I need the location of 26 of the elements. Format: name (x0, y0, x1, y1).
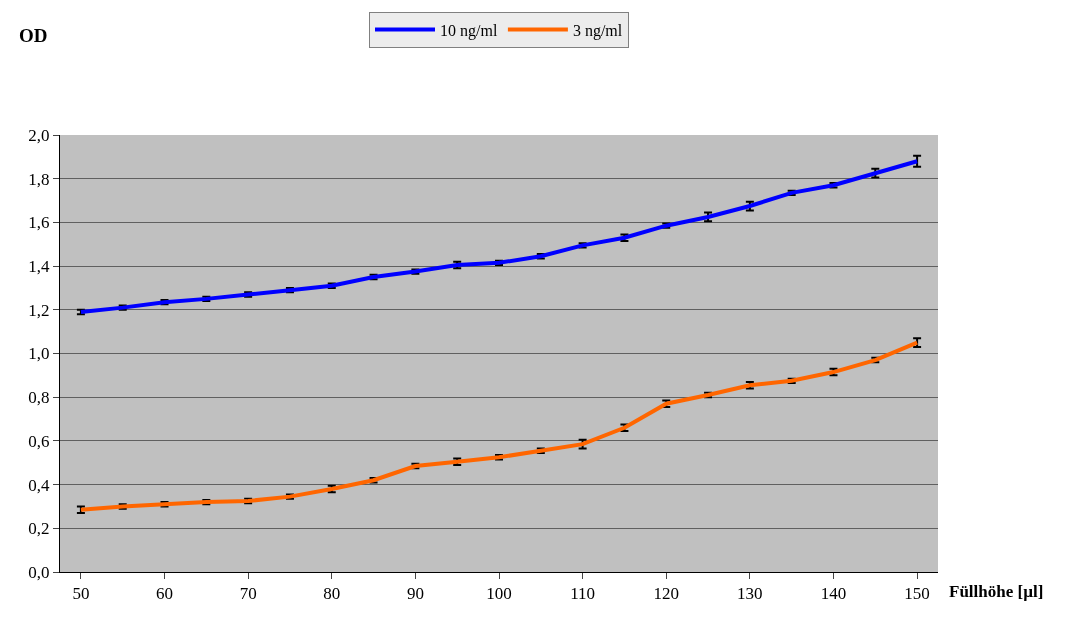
x-tick-label: 150 (904, 584, 930, 604)
x-tick-label: 70 (239, 584, 257, 604)
x-tick-label: 60 (156, 584, 174, 604)
x-tick-label: 130 (737, 584, 763, 604)
x-tick-label: 80 (323, 584, 341, 604)
y-tick-label: 0,8 (28, 388, 50, 408)
x-tick-label: 50 (72, 584, 90, 604)
y-tick-label: 1,2 (28, 300, 50, 320)
y-tick-label: 0,6 (28, 431, 50, 451)
y-tick-label: 0,4 (28, 475, 51, 495)
y-tick-label: 1,8 (28, 169, 50, 189)
x-tick-label: 100 (486, 584, 512, 604)
y-tick-label: 2,0 (28, 125, 50, 145)
x-tick-label: 120 (653, 584, 679, 604)
legend-label: 10 ng/ml (440, 21, 498, 40)
x-tick-label: 90 (406, 584, 424, 604)
y-axis-title: OD (19, 25, 48, 46)
x-tick-label: 110 (570, 584, 596, 604)
x-tick-label: 140 (820, 584, 847, 604)
legend-label: 3 ng/ml (572, 21, 623, 40)
y-tick-label: 1,0 (28, 344, 50, 364)
x-axis-title: Füllhöhe [µl] (949, 582, 1044, 601)
y-tick-label: 0,0 (28, 562, 50, 582)
y-tick-label: 0,2 (28, 519, 50, 539)
y-tick-label: 1,4 (28, 257, 51, 277)
y-tick-label: 1,6 (28, 213, 50, 233)
